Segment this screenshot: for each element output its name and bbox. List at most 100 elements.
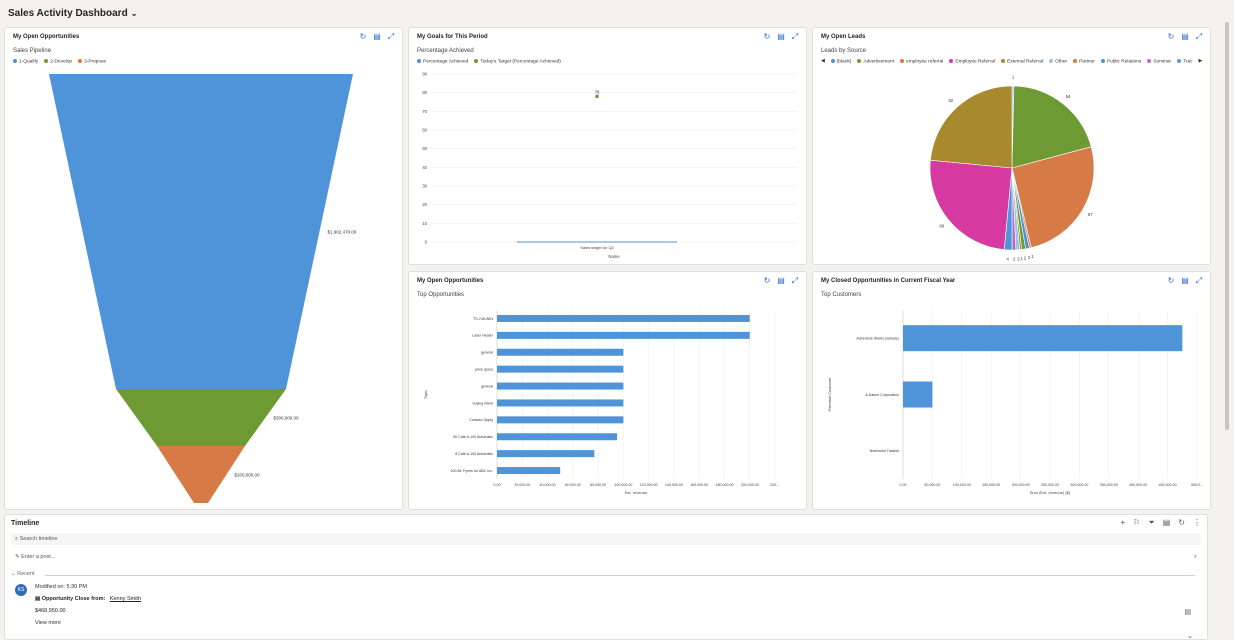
pie-slice — [929, 159, 1013, 250]
pie-data-label: 2 — [1024, 256, 1027, 261]
view-records-icon[interactable]: ▤ — [1181, 276, 1189, 285]
y-tick-label: 80 — [422, 90, 427, 95]
legend-swatch — [1147, 59, 1152, 63]
legend-label: 1-Qualify — [19, 59, 39, 65]
y-tick-label: 70 — [422, 109, 427, 114]
x-tick-label: 80,000.00 — [590, 483, 606, 487]
legend-label: Advertisement — [863, 59, 895, 65]
expand-icon[interactable]: ⤢ — [387, 32, 395, 41]
x-tick-label: 350,000.00 — [1100, 483, 1118, 487]
expand-icon[interactable]: ⤢ — [791, 32, 799, 41]
timeline-post-input[interactable]: ✎ Enter a post... ⌕ — [11, 551, 1201, 563]
refresh-icon[interactable]: ↻ — [1167, 32, 1175, 41]
x-tick-label: 160,000.00 — [690, 483, 708, 487]
pie-slice — [1011, 85, 1092, 169]
legend-item[interactable]: 1-Qualify — [13, 59, 38, 64]
legend-label: 2-Develop — [50, 59, 73, 65]
attachment-icon[interactable]: ⌕ — [1193, 554, 1197, 560]
legend-item[interactable]: 2-Develop — [44, 59, 72, 64]
x-tick-label: 300,000.00 — [1070, 483, 1088, 487]
x-tick-label: 60,000.00 — [565, 483, 581, 487]
legend-item[interactable]: Other — [1049, 59, 1067, 64]
funnel-data-label: $200,000.00 — [235, 473, 261, 478]
x-tick-label: 550,0... — [1191, 483, 1203, 487]
legend-swatch — [900, 59, 905, 63]
expand-icon[interactable]: ⤢ — [1195, 276, 1203, 285]
dashboard-title-selector[interactable]: Sales Activity Dashboard ⌄ — [8, 8, 137, 19]
legend-item[interactable]: employee referral — [900, 59, 943, 64]
legend-swatch — [1177, 59, 1182, 63]
view-records-icon[interactable]: ▤ — [1181, 32, 1189, 41]
card-title: My Goals for This Period — [417, 34, 488, 40]
expand-icon[interactable]: ⤢ — [791, 276, 799, 285]
refresh-icon[interactable]: ↻ — [763, 32, 771, 41]
pie-data-label: 54 — [1066, 94, 1071, 99]
user-link[interactable]: Kenny Smith — [109, 596, 142, 602]
card-toolbar: ↻ ▤ ⤢ — [1166, 32, 1204, 42]
legend-next-icon[interactable]: ▶ — [1198, 59, 1203, 64]
search-placeholder: Search timeline — [19, 536, 58, 542]
x-tick-label: 0.00 — [900, 483, 907, 487]
item-record-icon[interactable]: ▤ — [1184, 609, 1191, 616]
timeline-search-input[interactable]: ⌕ Search timeline — [11, 533, 1201, 545]
y-tick-label: 0 — [425, 240, 428, 245]
legend-item[interactable]: Today's Target (Percentage Achieved) — [474, 59, 561, 64]
view-more-link[interactable]: View more — [35, 620, 61, 626]
add-icon[interactable]: + — [1120, 518, 1126, 527]
x-tick-label: 200,000.00 — [741, 483, 759, 487]
bar — [497, 433, 618, 441]
y-tick-label: TS-745-WIN — [473, 317, 493, 321]
legend-item[interactable]: Percentage Achieved — [417, 59, 468, 64]
legend-item[interactable]: Trac — [1177, 59, 1193, 64]
records-icon[interactable]: ▤ — [1162, 518, 1171, 527]
pie-data-label: 2 — [1028, 255, 1031, 260]
bookmark-icon[interactable]: ⚐ — [1133, 518, 1141, 527]
expand-icon[interactable]: ⤢ — [1195, 32, 1203, 41]
view-records-icon[interactable]: ▤ — [373, 32, 381, 41]
refresh-icon[interactable]: ↻ — [763, 276, 771, 285]
item-heading-text: Opportunity Close from: — [41, 596, 106, 602]
legend-swatch — [830, 59, 835, 63]
legend-prev-icon[interactable]: ◀ — [821, 59, 825, 64]
item-heading: ▤ Opportunity Close from: Kenny Smith — [35, 596, 141, 602]
y-tick-label: Laser Heater — [472, 334, 494, 338]
refresh-icon[interactable]: ↻ — [1167, 276, 1175, 285]
legend-label: Today's Target (Percentage Achieved) — [480, 59, 561, 65]
legend-item[interactable]: Seminar — [1147, 59, 1171, 64]
pie-data-label: 62 — [948, 98, 953, 103]
recent-group-toggle[interactable]: ⌄ Recent — [11, 571, 35, 577]
refresh-icon[interactable]: ↻ — [1178, 518, 1185, 527]
goals-chart: 90 80 70 60 50 40 30 20 10 0 78 Sales target for Q2… — [422, 72, 797, 259]
y-tick-label: price query — [475, 367, 493, 371]
view-records-icon[interactable]: ▤ — [777, 276, 785, 285]
legend-item[interactable]: Employee Referral — [949, 59, 995, 64]
x-tick-label: 120,000.00 — [640, 483, 658, 487]
pie-data-label: 1 — [1012, 75, 1015, 80]
y-tick-label: 20 — [422, 202, 427, 207]
card-title: My Open Opportunities — [13, 34, 80, 40]
bar — [497, 365, 624, 373]
legend-item[interactable]: Advertisement — [857, 59, 894, 64]
expand-item-icon[interactable]: ⌄ — [1187, 633, 1193, 640]
bar — [903, 381, 933, 408]
bar — [497, 314, 750, 322]
legend-item[interactable]: (blank) — [830, 59, 851, 64]
funnel-segment — [49, 74, 353, 389]
view-records-icon[interactable]: ▤ — [777, 32, 785, 41]
item-amount: $468,950.00 — [35, 608, 66, 614]
legend-item[interactable]: Partner — [1073, 59, 1095, 64]
refresh-icon[interactable]: ↻ — [359, 32, 367, 41]
filter-icon[interactable]: ⏷ — [1148, 518, 1155, 527]
legend-item[interactable]: 3-Propose — [78, 59, 106, 64]
legend-swatch — [417, 59, 421, 63]
more-icon[interactable]: ⋮ — [1193, 518, 1201, 527]
avatar: KS — [15, 584, 27, 596]
funnel-data-label: $300,000.00 — [274, 416, 300, 421]
pie-data-label: 2 — [1013, 256, 1016, 261]
card-closed-opportunities: My Closed Opportunities in Current Fisca… — [812, 271, 1211, 510]
legend-item[interactable]: Public Relations — [1100, 59, 1141, 64]
page-scrollbar[interactable] — [1225, 22, 1229, 430]
target-point — [595, 94, 599, 99]
funnel-chart: $1,902,478.00 $300,000.00 $200,000.00 — [49, 74, 357, 503]
legend-item[interactable]: External Referral — [1001, 59, 1043, 64]
